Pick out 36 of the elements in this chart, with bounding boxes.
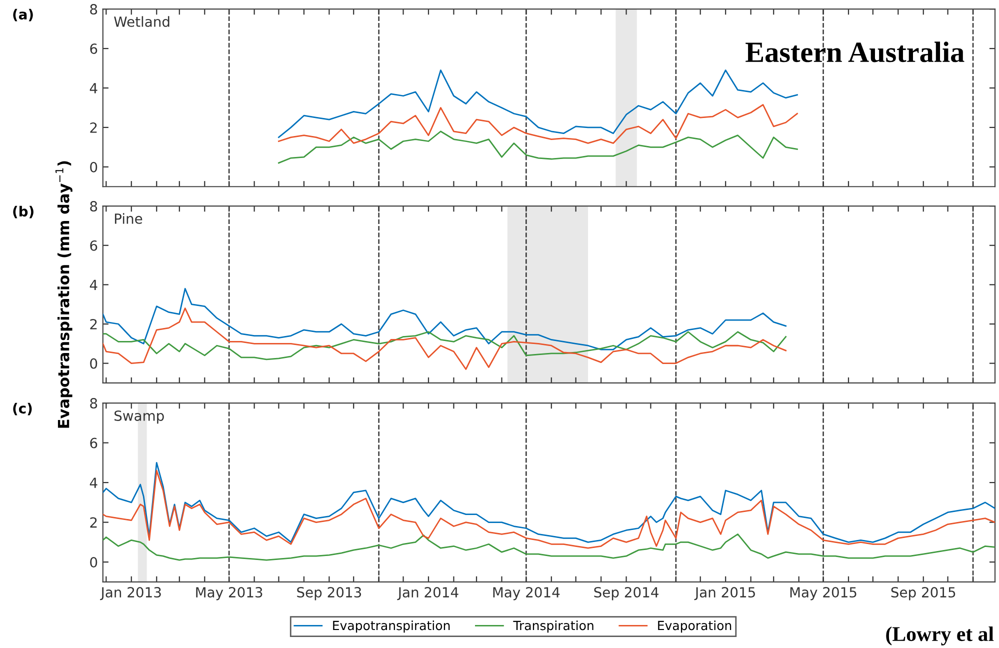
y-tick-label: 6 (90, 240, 98, 251)
y-tick-label: 4 (90, 280, 98, 290)
chart-title: Pine (114, 213, 142, 224)
text: (b) (13, 206, 34, 218)
text: (c) (13, 402, 32, 416)
text: (Lowry et al (886, 626, 994, 646)
x-tick-label: Sep 2015 (891, 587, 956, 600)
y-axis-title: Evapotranspiration (mm day$^{−1}$) (55, 161, 72, 428)
text: (a) (13, 8, 33, 22)
y-tick-label: 2 (90, 318, 97, 330)
y-tick-label: 4 (90, 83, 98, 94)
y-tick-label: 0 (90, 358, 98, 369)
x-tick-label: Jan 2014 (397, 587, 458, 600)
annotation: Eastern Australia (746, 42, 964, 62)
y-tick-label: 2 (90, 517, 97, 528)
text: Swamp (114, 410, 164, 424)
legend-label: Transpiration (513, 620, 594, 633)
x-tick-label: Sep 2014 (594, 587, 658, 600)
x-tick-label: May 2015 (790, 587, 856, 600)
x-tick-label: Jan 2015 (694, 587, 755, 600)
x-tick-label: May 2013 (196, 587, 262, 600)
x-tick-label: Sep 2013 (297, 587, 362, 600)
y-tick-label: 6 (90, 43, 98, 54)
y-tick-label: 8 (90, 201, 98, 212)
y-tick-label: 8 (90, 398, 98, 409)
y-tick-label: 6 (90, 438, 98, 448)
y-tick-label: 2 (90, 122, 97, 133)
y-tick-label: 0 (90, 557, 98, 568)
y-tick-label: 8 (90, 4, 98, 15)
y-tick-label: 4 (90, 478, 98, 488)
chart-title: Wetland (114, 16, 170, 27)
x-tick-label: Jan 2013 (100, 587, 161, 600)
x-tick-label: May 2014 (493, 587, 560, 600)
legend-label: Evapotranspiration (333, 620, 450, 633)
legend-label: Evaporation (658, 620, 732, 633)
y-tick-label: 0 (90, 162, 98, 172)
